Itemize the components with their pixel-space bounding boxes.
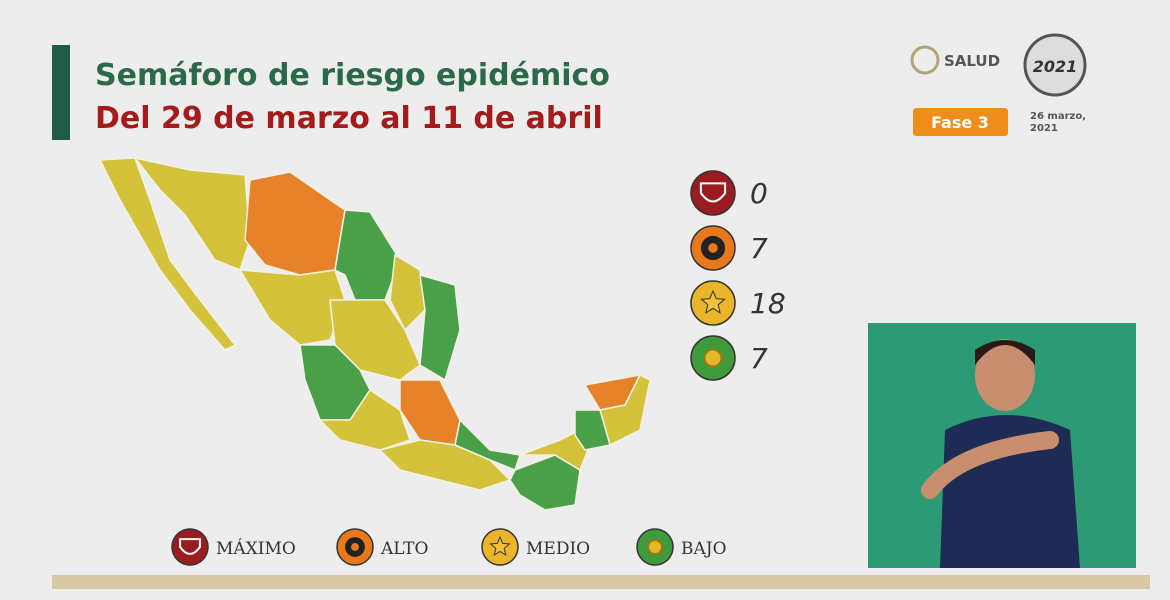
map xyxy=(98,156,651,511)
region xyxy=(419,273,461,382)
level-icon xyxy=(690,170,736,216)
phase-badge xyxy=(913,108,1008,136)
legend-label: BAJO xyxy=(681,539,727,559)
region xyxy=(98,157,237,351)
person-head xyxy=(975,339,1035,411)
level-count: 7 xyxy=(750,342,768,375)
legend-label: MÁXIMO xyxy=(216,538,296,559)
level-count: 0 xyxy=(750,177,768,210)
region xyxy=(574,409,611,451)
date-line: 26 marzo, xyxy=(1030,111,1086,122)
star-symbol xyxy=(489,535,511,557)
gear-hole xyxy=(351,543,359,551)
footer-bar xyxy=(52,575,1150,589)
region xyxy=(509,454,581,511)
interpreter-video xyxy=(868,323,1136,568)
subtitle: Del 29 de marzo al 11 de abril xyxy=(95,101,603,136)
person-hair xyxy=(975,340,1035,365)
phase: Fase 3 xyxy=(931,113,989,132)
region xyxy=(318,388,411,451)
date-line: 2021 xyxy=(1030,123,1058,134)
level-icon xyxy=(171,528,209,566)
level-count: 18 xyxy=(750,287,786,320)
year-emblem xyxy=(1023,33,1087,97)
year: 2021 xyxy=(1033,57,1078,76)
region xyxy=(389,253,426,332)
agency: SALUD xyxy=(944,52,1000,70)
level-count: 7 xyxy=(750,232,768,265)
sun-symbol xyxy=(647,539,663,555)
salud-emblem xyxy=(910,45,940,75)
accent-bar xyxy=(52,45,70,140)
sun-symbol xyxy=(703,348,723,368)
title: Semáforo de riesgo epidémico xyxy=(95,58,610,93)
person-arm xyxy=(921,431,1059,499)
legend-label: MEDIO xyxy=(526,539,590,559)
star-symbol xyxy=(700,289,726,314)
shield-symbol xyxy=(179,538,201,555)
shield-symbol xyxy=(699,182,727,203)
legend-label: ALTO xyxy=(380,539,428,559)
gear-hole xyxy=(708,243,718,253)
